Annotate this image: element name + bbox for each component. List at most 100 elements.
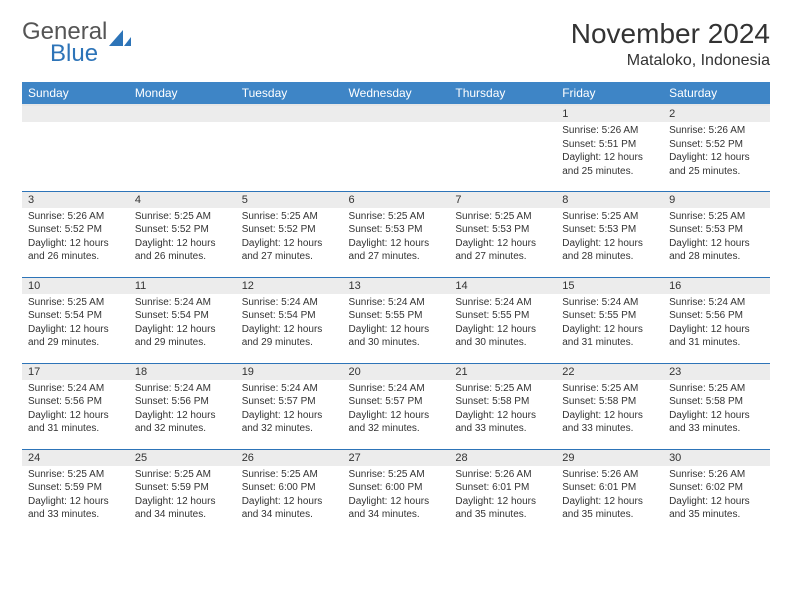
day-number: 18 bbox=[129, 364, 236, 380]
daylight-text: Daylight: 12 hours and 32 minutes. bbox=[349, 409, 444, 436]
sunrise-text: Sunrise: 5:24 AM bbox=[669, 296, 764, 310]
daylight-text: Daylight: 12 hours and 27 minutes. bbox=[349, 237, 444, 264]
day-details: Sunrise: 5:25 AMSunset: 5:59 PMDaylight:… bbox=[129, 466, 236, 526]
daylight-text: Daylight: 12 hours and 31 minutes. bbox=[28, 409, 123, 436]
day-details: Sunrise: 5:24 AMSunset: 5:57 PMDaylight:… bbox=[236, 380, 343, 440]
brand-part2: Blue bbox=[22, 40, 131, 68]
day-details: Sunrise: 5:24 AMSunset: 5:56 PMDaylight:… bbox=[129, 380, 236, 440]
sunrise-text: Sunrise: 5:24 AM bbox=[242, 382, 337, 396]
daylight-text: Daylight: 12 hours and 26 minutes. bbox=[28, 237, 123, 264]
weekday-header: Tuesday bbox=[236, 82, 343, 105]
day-number: 2 bbox=[663, 106, 770, 122]
day-details: Sunrise: 5:25 AMSunset: 5:59 PMDaylight:… bbox=[22, 466, 129, 526]
calendar-week-row: 24Sunrise: 5:25 AMSunset: 5:59 PMDayligh… bbox=[22, 449, 770, 535]
sunset-text: Sunset: 5:56 PM bbox=[669, 309, 764, 323]
day-number: 28 bbox=[449, 450, 556, 466]
day-number: 17 bbox=[22, 364, 129, 380]
page-header: General Blue November 2024 Mataloko, Ind… bbox=[22, 18, 770, 70]
day-details: Sunrise: 5:24 AMSunset: 5:57 PMDaylight:… bbox=[343, 380, 450, 440]
daylight-text: Daylight: 12 hours and 33 minutes. bbox=[669, 409, 764, 436]
day-number: 20 bbox=[343, 364, 450, 380]
day-number: 27 bbox=[343, 450, 450, 466]
day-number bbox=[129, 106, 236, 122]
daylight-text: Daylight: 12 hours and 33 minutes. bbox=[28, 495, 123, 522]
calendar-week-row: 17Sunrise: 5:24 AMSunset: 5:56 PMDayligh… bbox=[22, 363, 770, 449]
sunset-text: Sunset: 6:01 PM bbox=[562, 481, 657, 495]
day-number: 7 bbox=[449, 192, 556, 208]
sunset-text: Sunset: 5:52 PM bbox=[669, 138, 764, 152]
calendar-day-cell: 10Sunrise: 5:25 AMSunset: 5:54 PMDayligh… bbox=[22, 277, 129, 363]
day-number: 30 bbox=[663, 450, 770, 466]
day-details: Sunrise: 5:24 AMSunset: 5:56 PMDaylight:… bbox=[663, 294, 770, 354]
sunset-text: Sunset: 5:52 PM bbox=[135, 223, 230, 237]
calendar-day-cell: 24Sunrise: 5:25 AMSunset: 5:59 PMDayligh… bbox=[22, 449, 129, 535]
sunrise-text: Sunrise: 5:26 AM bbox=[669, 468, 764, 482]
sunset-text: Sunset: 5:58 PM bbox=[455, 395, 550, 409]
day-details: Sunrise: 5:26 AMSunset: 5:51 PMDaylight:… bbox=[556, 122, 663, 182]
brand-logo: General Blue bbox=[22, 18, 131, 68]
sunrise-text: Sunrise: 5:25 AM bbox=[242, 468, 337, 482]
weekday-header: Thursday bbox=[449, 82, 556, 105]
sunrise-text: Sunrise: 5:26 AM bbox=[669, 124, 764, 138]
sunset-text: Sunset: 5:53 PM bbox=[349, 223, 444, 237]
day-number: 11 bbox=[129, 278, 236, 294]
day-number: 5 bbox=[236, 192, 343, 208]
day-number bbox=[22, 106, 129, 122]
calendar-day-cell: 17Sunrise: 5:24 AMSunset: 5:56 PMDayligh… bbox=[22, 363, 129, 449]
sunset-text: Sunset: 5:58 PM bbox=[562, 395, 657, 409]
day-details: Sunrise: 5:25 AMSunset: 5:53 PMDaylight:… bbox=[663, 208, 770, 268]
calendar-day-cell: 20Sunrise: 5:24 AMSunset: 5:57 PMDayligh… bbox=[343, 363, 450, 449]
sunset-text: Sunset: 5:55 PM bbox=[349, 309, 444, 323]
day-details: Sunrise: 5:24 AMSunset: 5:55 PMDaylight:… bbox=[556, 294, 663, 354]
calendar-week-row: 3Sunrise: 5:26 AMSunset: 5:52 PMDaylight… bbox=[22, 191, 770, 277]
sunrise-text: Sunrise: 5:24 AM bbox=[562, 296, 657, 310]
day-details: Sunrise: 5:25 AMSunset: 5:54 PMDaylight:… bbox=[22, 294, 129, 354]
day-details: Sunrise: 5:25 AMSunset: 5:58 PMDaylight:… bbox=[556, 380, 663, 440]
sunrise-text: Sunrise: 5:24 AM bbox=[455, 296, 550, 310]
calendar-day-cell: 23Sunrise: 5:25 AMSunset: 5:58 PMDayligh… bbox=[663, 363, 770, 449]
day-number: 24 bbox=[22, 450, 129, 466]
calendar-day-cell: 25Sunrise: 5:25 AMSunset: 5:59 PMDayligh… bbox=[129, 449, 236, 535]
calendar-day-cell: 6Sunrise: 5:25 AMSunset: 5:53 PMDaylight… bbox=[343, 191, 450, 277]
calendar-day-cell: 18Sunrise: 5:24 AMSunset: 5:56 PMDayligh… bbox=[129, 363, 236, 449]
calendar-day-cell: 7Sunrise: 5:25 AMSunset: 5:53 PMDaylight… bbox=[449, 191, 556, 277]
sunset-text: Sunset: 5:56 PM bbox=[28, 395, 123, 409]
day-details: Sunrise: 5:26 AMSunset: 5:52 PMDaylight:… bbox=[663, 122, 770, 182]
sunset-text: Sunset: 5:55 PM bbox=[562, 309, 657, 323]
sunset-text: Sunset: 5:57 PM bbox=[349, 395, 444, 409]
sunset-text: Sunset: 5:57 PM bbox=[242, 395, 337, 409]
sunset-text: Sunset: 5:53 PM bbox=[455, 223, 550, 237]
calendar-day-cell: 21Sunrise: 5:25 AMSunset: 5:58 PMDayligh… bbox=[449, 363, 556, 449]
daylight-text: Daylight: 12 hours and 34 minutes. bbox=[349, 495, 444, 522]
calendar-day-cell: 29Sunrise: 5:26 AMSunset: 6:01 PMDayligh… bbox=[556, 449, 663, 535]
sunset-text: Sunset: 5:54 PM bbox=[28, 309, 123, 323]
daylight-text: Daylight: 12 hours and 32 minutes. bbox=[135, 409, 230, 436]
sunset-text: Sunset: 5:53 PM bbox=[562, 223, 657, 237]
day-details: Sunrise: 5:25 AMSunset: 5:53 PMDaylight:… bbox=[343, 208, 450, 268]
day-details: Sunrise: 5:24 AMSunset: 5:55 PMDaylight:… bbox=[343, 294, 450, 354]
calendar-day-cell: 28Sunrise: 5:26 AMSunset: 6:01 PMDayligh… bbox=[449, 449, 556, 535]
daylight-text: Daylight: 12 hours and 34 minutes. bbox=[242, 495, 337, 522]
daylight-text: Daylight: 12 hours and 25 minutes. bbox=[669, 151, 764, 178]
daylight-text: Daylight: 12 hours and 28 minutes. bbox=[669, 237, 764, 264]
calendar-day-cell: 1Sunrise: 5:26 AMSunset: 5:51 PMDaylight… bbox=[556, 105, 663, 191]
calendar-empty-cell bbox=[343, 105, 450, 191]
day-details: Sunrise: 5:25 AMSunset: 6:00 PMDaylight:… bbox=[236, 466, 343, 526]
sunset-text: Sunset: 5:52 PM bbox=[242, 223, 337, 237]
day-details: Sunrise: 5:26 AMSunset: 5:52 PMDaylight:… bbox=[22, 208, 129, 268]
day-number bbox=[343, 106, 450, 122]
sunset-text: Sunset: 6:00 PM bbox=[242, 481, 337, 495]
calendar-day-cell: 8Sunrise: 5:25 AMSunset: 5:53 PMDaylight… bbox=[556, 191, 663, 277]
calendar-day-cell: 11Sunrise: 5:24 AMSunset: 5:54 PMDayligh… bbox=[129, 277, 236, 363]
daylight-text: Daylight: 12 hours and 27 minutes. bbox=[455, 237, 550, 264]
calendar-week-row: 1Sunrise: 5:26 AMSunset: 5:51 PMDaylight… bbox=[22, 105, 770, 191]
daylight-text: Daylight: 12 hours and 29 minutes. bbox=[28, 323, 123, 350]
day-number: 22 bbox=[556, 364, 663, 380]
daylight-text: Daylight: 12 hours and 29 minutes. bbox=[242, 323, 337, 350]
day-details: Sunrise: 5:26 AMSunset: 6:02 PMDaylight:… bbox=[663, 466, 770, 526]
daylight-text: Daylight: 12 hours and 26 minutes. bbox=[135, 237, 230, 264]
day-number: 13 bbox=[343, 278, 450, 294]
weekday-header: Saturday bbox=[663, 82, 770, 105]
day-details: Sunrise: 5:25 AMSunset: 5:52 PMDaylight:… bbox=[236, 208, 343, 268]
daylight-text: Daylight: 12 hours and 32 minutes. bbox=[242, 409, 337, 436]
